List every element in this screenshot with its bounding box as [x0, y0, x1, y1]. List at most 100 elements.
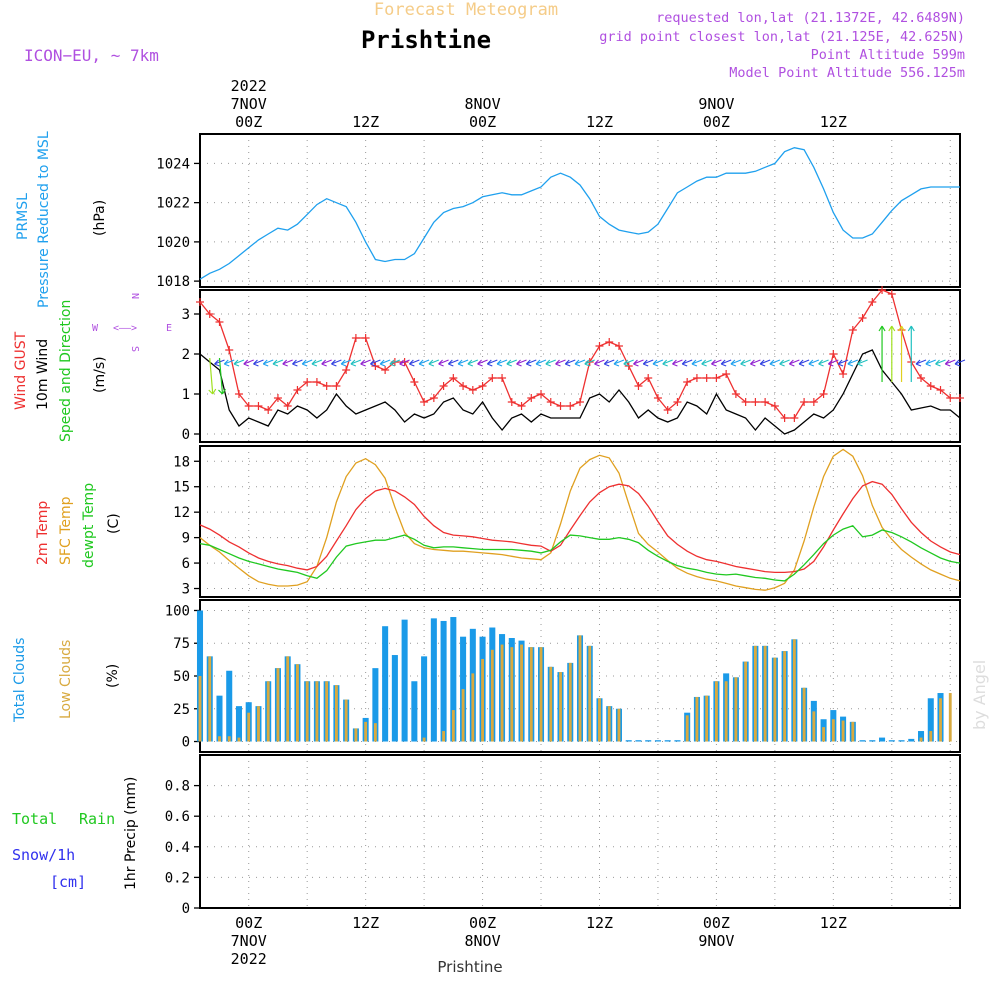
gust-marker	[517, 402, 526, 410]
temp-ytick-label: 6	[182, 556, 190, 572]
total-cloud-bar	[645, 740, 652, 742]
wind-direction-arrow	[633, 359, 644, 367]
gust-marker	[839, 370, 848, 378]
low-cloud-bar	[753, 645, 757, 742]
gust-marker	[946, 394, 955, 402]
gust-marker	[507, 398, 516, 406]
wind-direction-arrow	[253, 359, 264, 367]
wind-direction-arrow	[925, 359, 936, 367]
wind-direction-arrow	[642, 359, 654, 367]
gust-marker	[332, 382, 341, 390]
low-cloud-bar	[929, 731, 933, 742]
precip-label-snow: Snow/1h	[12, 846, 75, 864]
gust-marker	[488, 374, 497, 382]
wind-direction-arrow	[301, 359, 313, 367]
bottom-axis-label: 00Z	[469, 914, 496, 932]
gust-marker	[761, 398, 770, 406]
low-cloud-bar	[461, 689, 465, 742]
temp-ytick-label: 12	[173, 505, 190, 521]
precip-unit: 1hr Precip (mm)	[123, 777, 139, 890]
low-cloud-bar	[598, 698, 601, 742]
gust-marker	[624, 362, 633, 370]
clouds-label-low: Low Clouds	[58, 640, 74, 719]
temp-label-2m: 2m Temp	[35, 501, 51, 565]
wind-direction-arrow	[662, 359, 673, 367]
gust-marker	[527, 394, 536, 402]
gust-marker	[459, 382, 468, 390]
wind-direction-arrow	[857, 359, 868, 367]
low-cloud-bar	[198, 676, 202, 742]
temp-unit: (C)	[106, 513, 122, 534]
model-name: ICON−EU, ~ 7km	[24, 46, 159, 65]
total-cloud-bar	[908, 738, 915, 742]
low-cloud-bar	[218, 736, 221, 742]
wind-direction-arrow	[788, 359, 800, 367]
low-cloud-bar	[792, 639, 796, 742]
top-axis-label: 00Z	[469, 113, 496, 131]
low-cloud-bar	[939, 698, 942, 742]
wind-direction-arrow	[516, 359, 527, 367]
gust-marker	[809, 398, 818, 406]
wind-line	[199, 349, 961, 435]
low-cloud-bar	[520, 644, 523, 742]
wind-label-speed-dir: Speed and Direction	[58, 300, 74, 442]
low-cloud-bar	[422, 737, 426, 742]
temp-ytick-label: 15	[173, 480, 190, 496]
wind-direction-arrow	[652, 359, 664, 367]
wind-direction-arrow	[935, 359, 946, 367]
total-cloud-bar	[674, 740, 681, 742]
low-cloud-bar	[490, 649, 494, 742]
gust-marker	[254, 402, 263, 410]
wind-direction-arrow	[594, 359, 605, 367]
gust-marker	[673, 398, 682, 406]
dewpt-line	[199, 524, 961, 582]
bottom-axis-label: 7NOV	[231, 932, 267, 950]
watermark: by Angel	[970, 660, 989, 730]
wind-direction-arrow	[555, 359, 566, 367]
clouds-ytick-label: 50	[173, 669, 190, 685]
wind-direction-arrow	[243, 359, 254, 367]
gust-marker	[819, 390, 828, 398]
gust-marker	[498, 374, 507, 382]
total-cloud-bar	[421, 656, 428, 742]
bottom-axis-label: 2022	[231, 950, 267, 968]
temp-panel-labels: 2m Temp SFC Temp dewpt Temp (C)	[35, 483, 122, 568]
pressure-panel-labels: PRMSL Pressure Reduced to MSL (hPa)	[15, 131, 108, 308]
low-cloud-bar	[948, 693, 952, 742]
wind-direction-arrow	[613, 359, 625, 367]
low-cloud-bar	[919, 737, 923, 742]
wind-direction-arrow	[672, 359, 683, 367]
clouds-ytick-label: 25	[173, 702, 190, 718]
total-cloud-bar	[664, 740, 671, 742]
wind-direction-arrow	[477, 359, 488, 367]
gust-marker	[361, 334, 370, 342]
total-cloud-bar	[382, 626, 389, 742]
gust-marker	[848, 326, 857, 334]
gust-marker	[722, 370, 731, 378]
wind-direction-arrow	[749, 359, 761, 367]
total-cloud-bar	[430, 618, 437, 742]
precip-panel-labels: Total Rain Snow/1h [cm] 1hr Precip (mm)	[12, 777, 139, 891]
wind-compass: W <––> E N S	[92, 293, 172, 352]
total-cloud-bar	[235, 706, 242, 742]
wind-direction-arrow	[623, 359, 634, 367]
wind-direction-arrow	[779, 359, 790, 367]
low-cloud-bar	[237, 737, 241, 742]
total-cloud-bar	[859, 740, 866, 742]
low-cloud-bar	[802, 687, 806, 742]
temp-ytick-label: 3	[182, 582, 190, 598]
wind-direction-arrow	[223, 359, 235, 367]
bottom-axis-label: 9NOV	[698, 932, 734, 950]
total-cloud-bar	[372, 668, 379, 742]
total-cloud-bar	[879, 737, 886, 742]
wind-direction-arrow	[907, 325, 915, 382]
wind-direction-arrow	[545, 359, 556, 367]
top-axis-label: 12Z	[586, 113, 613, 131]
wind-direction-arrow	[878, 325, 886, 382]
total-cloud-bar	[635, 740, 642, 742]
wind-direction-arrow	[208, 357, 217, 395]
gust-marker	[780, 414, 789, 422]
wind-direction-arrow	[584, 359, 595, 367]
clouds-ytick-label: 100	[165, 603, 190, 619]
